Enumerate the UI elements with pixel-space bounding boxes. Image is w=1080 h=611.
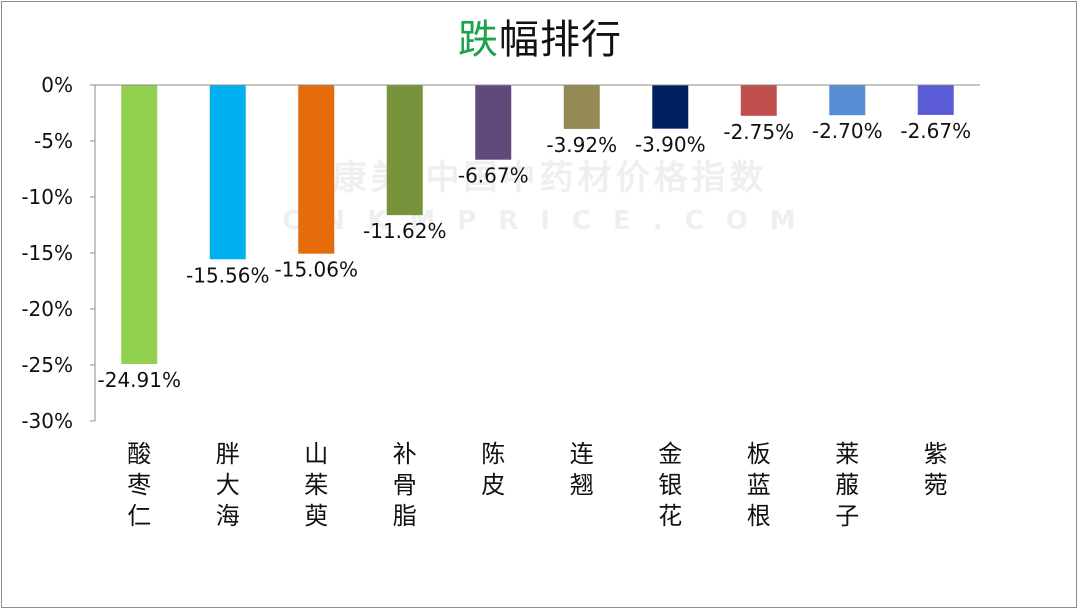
bar-1 bbox=[121, 85, 158, 364]
bar-7 bbox=[652, 85, 689, 129]
y-tick-label: -25% bbox=[21, 353, 73, 377]
data-label: -15.56% bbox=[186, 263, 269, 287]
chart-title-rest: 幅排行 bbox=[499, 17, 622, 63]
bar-10 bbox=[917, 85, 954, 115]
category-label: 板蓝根 bbox=[747, 440, 771, 530]
data-label: -2.70% bbox=[812, 119, 883, 143]
category-label: 胖大海 bbox=[216, 440, 240, 530]
category-label: 山茱萸 bbox=[304, 440, 328, 530]
bar-5 bbox=[475, 85, 512, 160]
bar-8 bbox=[740, 85, 777, 116]
data-label: -11.62% bbox=[363, 219, 446, 243]
watermark-line2: CNKMPRICE.COM bbox=[282, 206, 818, 236]
category-label: 酸枣仁 bbox=[127, 440, 151, 530]
data-label: -2.75% bbox=[723, 120, 794, 144]
y-tick-label: -30% bbox=[21, 409, 73, 433]
category-label: 紫菀 bbox=[924, 440, 948, 499]
data-label: -15.06% bbox=[275, 258, 358, 282]
bar-4 bbox=[386, 85, 423, 216]
data-label: -3.92% bbox=[546, 133, 617, 157]
bar-3 bbox=[298, 85, 335, 254]
bar-6 bbox=[563, 85, 600, 129]
chart-title-accent: 跌 bbox=[458, 17, 499, 63]
data-label: -24.91% bbox=[98, 368, 181, 392]
bar-2 bbox=[209, 85, 246, 260]
y-tick-label: -20% bbox=[21, 297, 73, 321]
category-label: 连翘 bbox=[570, 440, 594, 499]
category-label: 莱菔子 bbox=[835, 440, 859, 530]
y-tick-label: 0% bbox=[41, 73, 73, 97]
y-tick-label: -10% bbox=[21, 185, 73, 209]
data-label: -6.67% bbox=[458, 164, 529, 188]
bar-9 bbox=[829, 85, 866, 116]
y-tick-label: -5% bbox=[34, 129, 73, 153]
data-label: -2.67% bbox=[900, 119, 971, 143]
category-label: 陈皮 bbox=[481, 440, 505, 499]
chart-title: 跌幅排行 bbox=[0, 14, 1080, 66]
category-label: 金银花 bbox=[658, 440, 682, 530]
category-label: 补骨脂 bbox=[393, 440, 417, 530]
data-label: -3.90% bbox=[635, 133, 706, 157]
y-tick-label: -15% bbox=[21, 241, 73, 265]
